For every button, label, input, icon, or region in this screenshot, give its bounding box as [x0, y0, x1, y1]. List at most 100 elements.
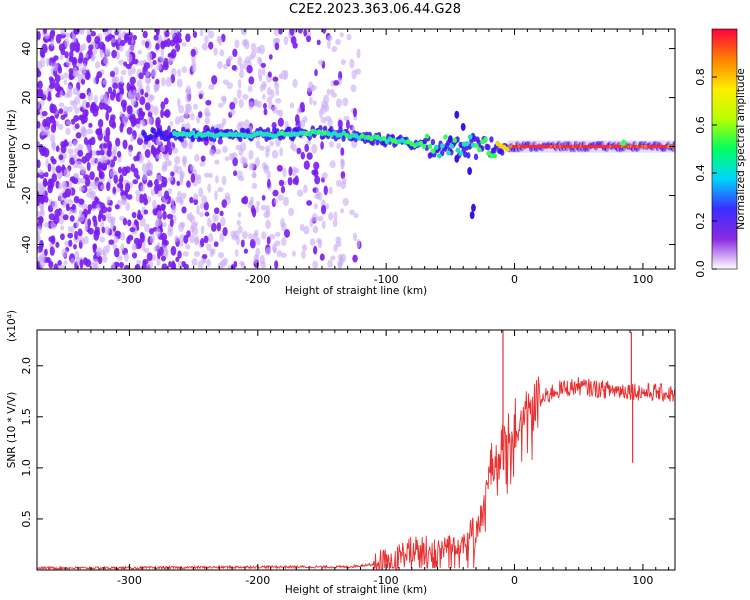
- ridge-core: [515, 145, 518, 149]
- noise-cell: [73, 195, 80, 204]
- noise-cell: [49, 115, 55, 124]
- noise-cell: [105, 111, 110, 121]
- ridge-core: [307, 131, 313, 137]
- noise-cell: [94, 105, 100, 112]
- noise-cell: [266, 236, 271, 245]
- noise-cell: [119, 111, 124, 117]
- ridge-core: [600, 145, 603, 149]
- noise-cell: [340, 158, 344, 164]
- noise-cell: [111, 121, 117, 129]
- noise-cell: [122, 217, 128, 226]
- noise-cell: [248, 76, 255, 85]
- noise-cell: [109, 70, 116, 78]
- noise-cell: [151, 67, 157, 78]
- noise-cell: [127, 91, 134, 101]
- noise-cell: [199, 202, 204, 210]
- ridge-core: [653, 145, 656, 149]
- noise-cell: [280, 70, 287, 80]
- ridge-envelope: [148, 133, 154, 141]
- noise-cell: [228, 152, 235, 161]
- ridge-core: [605, 145, 608, 149]
- noise-cell: [169, 121, 174, 127]
- noise-cell: [93, 219, 98, 228]
- ridge-core: [573, 145, 576, 149]
- noise-cell: [204, 117, 211, 125]
- noise-cell: [182, 251, 189, 257]
- noise-cell: [214, 215, 219, 222]
- colorbar-tick-label: 0.6: [694, 116, 707, 134]
- noise-cell: [37, 80, 43, 90]
- noise-cell: [64, 37, 70, 48]
- noise-cell: [233, 260, 238, 268]
- noise-cell: [178, 115, 185, 123]
- noise-cell: [50, 38, 55, 47]
- ridge-core: [433, 144, 439, 150]
- noise-cell: [60, 225, 65, 231]
- noise-cell: [342, 177, 347, 185]
- ridge-core: [604, 145, 607, 149]
- noise-cell: [126, 82, 131, 92]
- ridge-halo: [507, 140, 510, 153]
- noise-cell: [42, 90, 49, 96]
- noise-cell: [81, 99, 88, 110]
- ridge-core: [558, 145, 561, 149]
- ridge-core: [596, 145, 599, 149]
- noise-cell: [171, 205, 177, 214]
- noise-cell: [67, 232, 74, 239]
- noise-cell: [201, 195, 208, 205]
- noise-cell: [111, 49, 118, 59]
- noise-cell: [49, 133, 56, 144]
- noise-cell: [110, 262, 116, 269]
- noise-cell: [335, 38, 341, 45]
- noise-cell: [119, 232, 126, 241]
- noise-cell: [106, 106, 112, 113]
- noise-cell: [189, 112, 195, 121]
- noise-cell: [201, 253, 208, 260]
- noise-cell: [73, 243, 77, 250]
- noise-cell: [283, 196, 289, 207]
- ridge-core: [623, 145, 626, 149]
- noise-cell: [240, 239, 245, 248]
- noise-cell: [113, 155, 117, 162]
- colorbar: 0.0 0.2 0.4 0.6 0.8 Normalized spectral ampli…: [694, 28, 747, 278]
- noise-cell: [291, 250, 296, 257]
- noise-cell: [233, 170, 238, 177]
- noise-cell: [198, 93, 203, 100]
- noise-cell: [253, 253, 258, 264]
- noise-cell: [355, 68, 362, 75]
- noise-cell: [143, 198, 149, 206]
- noise-cell: [78, 186, 85, 192]
- y-tick-label: -40: [20, 236, 33, 254]
- noise-cell: [268, 54, 273, 60]
- noise-cell: [181, 192, 187, 200]
- noise-cell: [110, 220, 114, 230]
- noise-cell: [312, 260, 319, 269]
- ridge-core: [667, 145, 670, 149]
- noise-cell: [83, 235, 89, 245]
- noise-cell: [328, 186, 333, 195]
- ridge-envelope: [430, 138, 436, 146]
- noise-cell: [232, 48, 238, 58]
- noise-cell: [266, 86, 272, 96]
- ridge-core: [628, 145, 631, 149]
- ridge-core: [665, 145, 669, 149]
- x-tick-label: 0: [511, 273, 518, 286]
- noise-cell: [226, 82, 233, 90]
- noise-cell: [126, 105, 133, 115]
- noise-cell: [183, 263, 189, 269]
- noise-cell: [75, 132, 82, 139]
- noise-cell: [123, 61, 128, 67]
- noise-cell: [100, 184, 106, 191]
- noise-cell: [86, 128, 93, 135]
- x-tick-label: 100: [632, 273, 653, 286]
- noise-cell: [155, 116, 161, 127]
- ridge-core: [632, 145, 635, 149]
- outlier-cell: [447, 135, 453, 144]
- noise-cell: [77, 149, 84, 157]
- ridge-core: [631, 145, 634, 149]
- ridge-core: [524, 145, 527, 149]
- ridge-core: [510, 145, 513, 149]
- noise-cell: [67, 198, 74, 206]
- noise-cell: [275, 88, 280, 96]
- colorbar-tick-label: 0.0: [694, 260, 707, 278]
